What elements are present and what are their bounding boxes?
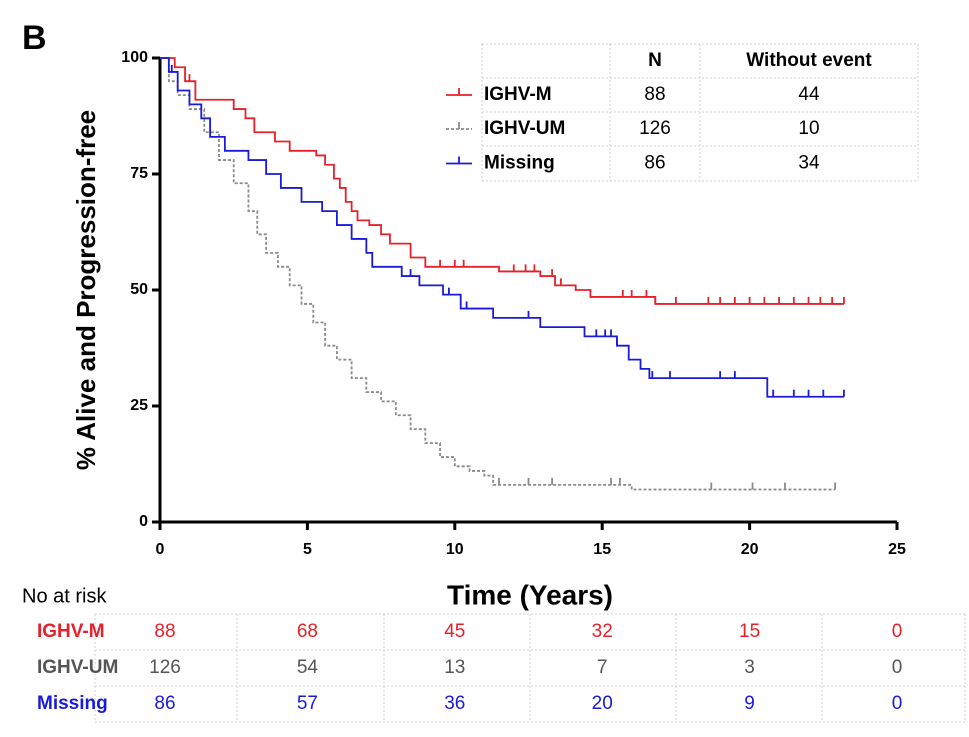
legend-n: 88 — [644, 84, 665, 105]
y-axis-title: % Alive and Progression-free — [71, 110, 101, 470]
y-tick-label: 75 — [130, 165, 148, 182]
legend-n: 126 — [639, 118, 671, 139]
legend-header: N — [648, 50, 662, 71]
risk-value: 86 — [154, 693, 175, 714]
risk-value: 3 — [744, 657, 755, 678]
legend-label: Missing — [484, 153, 555, 174]
risk-value: 20 — [592, 693, 613, 714]
risk-row-label: Missing — [37, 693, 108, 714]
risk-row-label: IGHV-M — [37, 621, 105, 642]
risk-value: 15 — [739, 621, 760, 642]
risk-value: 7 — [597, 657, 608, 678]
survival-curve — [160, 57, 844, 305]
legend-without-event: 34 — [798, 153, 820, 174]
risk-value: 45 — [444, 621, 465, 642]
legend-n: 86 — [644, 153, 665, 174]
risk-row-label: IGHV-UM — [37, 657, 118, 678]
legend-without-event: 44 — [798, 84, 820, 105]
risk-value: 36 — [444, 693, 465, 714]
risk-value: 13 — [444, 657, 465, 678]
risk-value: 88 — [154, 621, 175, 642]
x-tick-label: 5 — [303, 541, 312, 558]
risk-value: 68 — [297, 621, 318, 642]
legend-label: IGHV-M — [484, 84, 552, 105]
risk-value: 57 — [297, 693, 318, 714]
y-tick-label: 100 — [121, 49, 148, 66]
legend-without-event: 10 — [798, 118, 819, 139]
risk-value: 0 — [892, 621, 903, 642]
x-tick-label: 15 — [593, 541, 611, 558]
risk-value: 0 — [892, 657, 903, 678]
risk-value: 32 — [592, 621, 613, 642]
risk-value: 54 — [297, 657, 319, 678]
x-tick-label: 20 — [741, 541, 759, 558]
y-tick-label: 50 — [130, 281, 148, 298]
risk-value: 126 — [149, 657, 181, 678]
y-tick-label: 25 — [130, 397, 148, 414]
y-tick-label: 0 — [139, 513, 148, 530]
legend-header: Without event — [746, 50, 872, 71]
risk-value: 9 — [744, 693, 755, 714]
x-tick-label: 25 — [888, 541, 906, 558]
survival-curve — [160, 57, 844, 398]
panel-label: B — [22, 19, 47, 57]
risk-value: 0 — [892, 693, 903, 714]
x-tick-label: 10 — [446, 541, 464, 558]
legend-label: IGHV-UM — [484, 118, 565, 139]
risk-title: No at risk — [22, 585, 107, 607]
x-axis-title: Time (Years) — [447, 579, 613, 610]
x-tick-label: 0 — [156, 541, 165, 558]
